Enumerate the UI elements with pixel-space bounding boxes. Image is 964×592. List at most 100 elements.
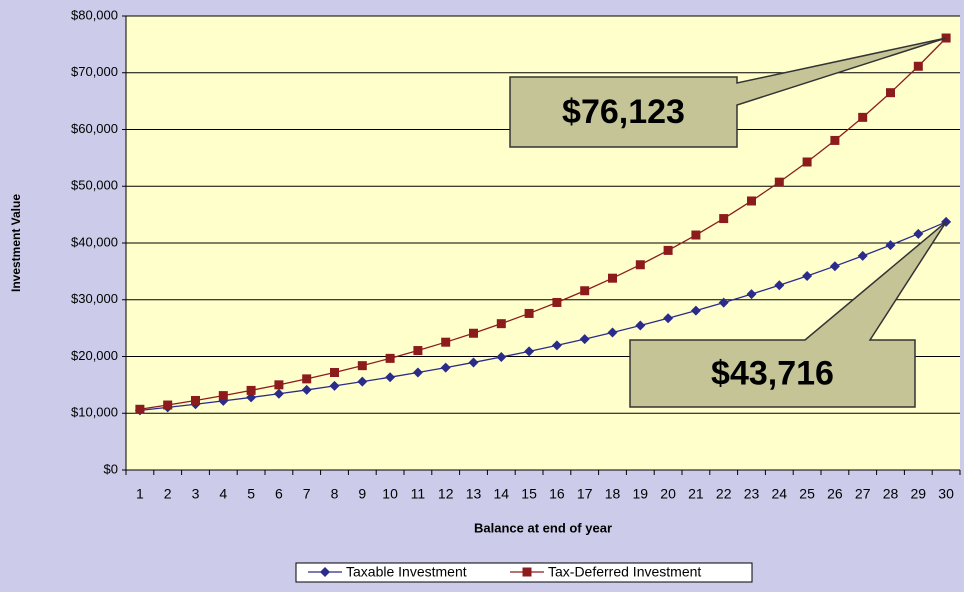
callout-box xyxy=(509,37,947,148)
data-point xyxy=(830,135,840,145)
data-point xyxy=(718,297,729,308)
x-tick-label: 14 xyxy=(494,486,510,502)
data-point xyxy=(496,319,506,329)
x-tick-label: 6 xyxy=(275,486,283,502)
data-point xyxy=(691,230,701,240)
x-tick-label: 25 xyxy=(799,486,815,502)
data-point xyxy=(412,367,423,378)
data-point xyxy=(774,177,784,187)
data-point xyxy=(246,392,257,403)
x-tick-label: 16 xyxy=(549,486,565,502)
x-tick-label: 20 xyxy=(660,486,676,502)
data-point xyxy=(608,273,617,283)
y-tick-label: $60,000 xyxy=(71,121,118,136)
x-tick-label: 22 xyxy=(716,486,732,502)
data-point xyxy=(413,346,423,356)
x-tick-label: 27 xyxy=(855,486,871,502)
data-point xyxy=(690,305,701,316)
data-point xyxy=(913,228,924,239)
x-tick-label: 5 xyxy=(247,486,255,502)
x-tick-label: 13 xyxy=(466,486,482,502)
data-point xyxy=(885,240,896,251)
data-point xyxy=(191,395,200,405)
data-point xyxy=(552,297,562,307)
data-point xyxy=(774,280,785,291)
x-tick-label: 26 xyxy=(827,486,843,502)
data-point xyxy=(858,112,868,122)
data-point xyxy=(746,289,757,300)
x-tick-label: 11 xyxy=(411,486,426,502)
x-tick-label: 4 xyxy=(219,486,227,502)
y-tick-label: $0 xyxy=(104,461,118,476)
data-point xyxy=(301,384,312,395)
callout-label: $43,716 xyxy=(711,354,834,392)
data-point xyxy=(551,340,562,351)
data-point xyxy=(385,353,395,363)
x-tick-label: 21 xyxy=(688,486,704,502)
data-point xyxy=(719,214,729,224)
data-point xyxy=(329,380,340,391)
legend-label: Taxable Investment xyxy=(346,564,467,580)
data-point xyxy=(469,328,478,338)
x-tick-label: 3 xyxy=(192,486,200,502)
callout-label: $76,123 xyxy=(562,93,685,131)
series-line xyxy=(139,37,947,410)
y-tick-label: $30,000 xyxy=(71,291,118,306)
data-point xyxy=(802,157,812,167)
data-point xyxy=(524,308,534,318)
data-point xyxy=(274,380,284,390)
data-point xyxy=(580,286,590,296)
x-tick-label: 30 xyxy=(938,486,954,502)
x-tick-label: 23 xyxy=(744,486,760,502)
data-point xyxy=(579,334,590,345)
legend-marker xyxy=(522,567,532,577)
data-point xyxy=(886,88,895,98)
data-point xyxy=(302,374,312,384)
y-tick-label: $50,000 xyxy=(71,178,118,193)
x-tick-label: 18 xyxy=(605,486,621,502)
callout-box xyxy=(629,221,947,408)
data-point xyxy=(663,245,673,255)
legend-marker xyxy=(320,567,330,577)
data-point xyxy=(218,391,228,401)
data-point xyxy=(385,372,396,383)
data-point xyxy=(857,250,868,261)
x-tick-label: 1 xyxy=(136,486,144,502)
x-tick-label: 9 xyxy=(358,486,366,502)
data-point xyxy=(747,196,756,206)
data-point xyxy=(330,367,339,377)
y-axis-title: Investment Value xyxy=(9,194,23,292)
data-point xyxy=(913,61,923,71)
x-tick-label: 17 xyxy=(577,486,593,502)
data-point xyxy=(663,313,674,324)
data-point xyxy=(607,327,618,338)
y-tick-label: $70,000 xyxy=(71,64,118,79)
data-point xyxy=(468,357,479,368)
data-point xyxy=(357,376,368,387)
y-tick-label: $10,000 xyxy=(71,405,118,420)
x-tick-label: 29 xyxy=(911,486,927,502)
legend-label: Tax-Deferred Investment xyxy=(548,564,701,580)
x-tick-label: 24 xyxy=(772,486,788,502)
data-point xyxy=(246,385,256,395)
y-tick-label: $80,000 xyxy=(71,7,118,22)
data-point xyxy=(635,320,646,331)
data-point xyxy=(441,337,451,347)
data-point xyxy=(635,260,645,270)
x-tick-label: 7 xyxy=(303,486,311,502)
data-point xyxy=(135,404,145,414)
data-point xyxy=(524,346,535,357)
x-tick-label: 28 xyxy=(883,486,899,502)
y-tick-label: $40,000 xyxy=(71,234,118,249)
x-tick-label: 2 xyxy=(164,486,172,502)
data-point xyxy=(163,400,173,410)
x-axis-title: Balance at end of year xyxy=(474,520,612,535)
data-point xyxy=(357,361,367,371)
data-point xyxy=(273,388,284,399)
series-line xyxy=(139,221,947,412)
x-tick-label: 10 xyxy=(382,486,398,502)
data-point xyxy=(829,261,840,272)
x-tick-label: 12 xyxy=(438,486,454,502)
data-point xyxy=(496,352,507,363)
